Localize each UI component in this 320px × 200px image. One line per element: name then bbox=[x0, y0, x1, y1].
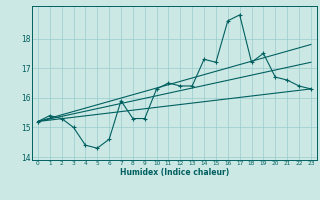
X-axis label: Humidex (Indice chaleur): Humidex (Indice chaleur) bbox=[120, 168, 229, 177]
